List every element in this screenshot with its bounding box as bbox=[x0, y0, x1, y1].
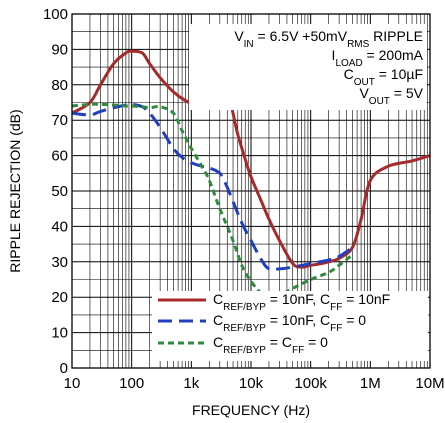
legend-label-1: CREF/BYP = 10nF, CFF = 10nF bbox=[213, 291, 390, 313]
legend-label-3: CREF/BYP = CFF = 0 bbox=[213, 334, 328, 356]
annotation-line-4: VOUT = 5V bbox=[359, 85, 423, 107]
y-tick-label: 80 bbox=[51, 77, 68, 94]
series-lines bbox=[71, 49, 431, 299]
y-tick-label: 0 bbox=[60, 360, 68, 377]
annotation-line-2: ILOAD = 200mA bbox=[332, 47, 424, 69]
x-axis-title: FREQUENCY (Hz) bbox=[192, 402, 310, 418]
annotation-line-3: COUT = 10µF bbox=[344, 66, 423, 88]
x-tick-label: 1k bbox=[183, 375, 199, 392]
series-line-1 bbox=[71, 49, 431, 269]
x-tick-label: 10M bbox=[415, 375, 444, 392]
x-tick-label: 10k bbox=[239, 375, 264, 392]
x-tick-label: 1M bbox=[360, 375, 381, 392]
annotation-line-1: VIN = 6.5V +50mVRMS RIPPLE bbox=[234, 28, 423, 50]
x-tick-label: 100k bbox=[294, 375, 327, 392]
x-tick-label: 10 bbox=[64, 375, 81, 392]
annotation-background bbox=[189, 24, 427, 110]
y-tick-label: 70 bbox=[51, 112, 68, 129]
y-axis-title: RIPPLE REJECTION (dB) bbox=[7, 109, 23, 272]
x-tick-label: 100 bbox=[119, 375, 144, 392]
y-tick-label: 60 bbox=[51, 148, 68, 165]
y-tick-label: 50 bbox=[51, 183, 68, 200]
legend-background bbox=[152, 291, 428, 361]
series-line-3 bbox=[71, 102, 354, 299]
y-tick-label: 20 bbox=[51, 289, 68, 306]
plot-frame bbox=[71, 13, 431, 369]
legend-label-2: CREF/BYP = 10nF, CFF = 0 bbox=[213, 312, 366, 334]
y-tick-label: 10 bbox=[51, 325, 68, 342]
y-tick-label: 100 bbox=[43, 6, 68, 23]
series-line-2 bbox=[71, 102, 354, 272]
y-tick-label: 30 bbox=[51, 254, 68, 271]
y-tick-label: 40 bbox=[51, 218, 68, 235]
y-tick-label: 90 bbox=[51, 41, 68, 58]
